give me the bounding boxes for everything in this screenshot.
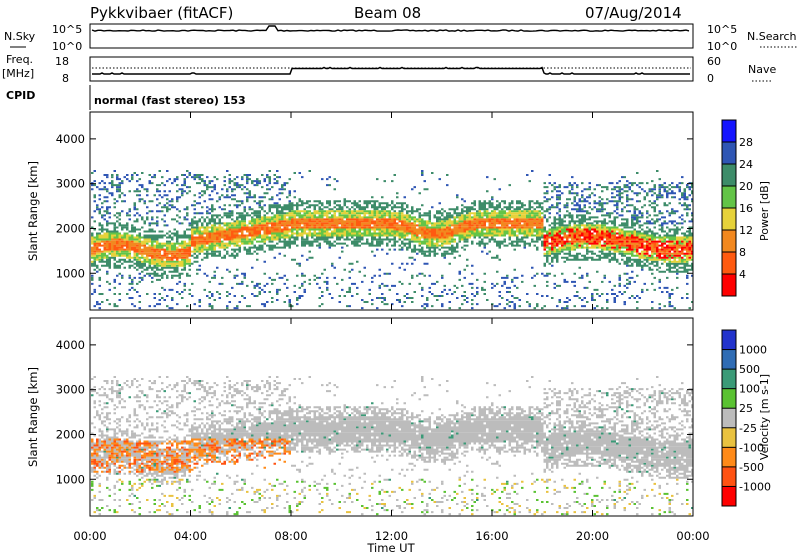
nave-top-tick: 60 xyxy=(707,55,721,68)
power-cells-7 xyxy=(543,228,694,259)
xtick-label: 16:00 xyxy=(475,529,508,543)
power-colorbar-swatch xyxy=(722,274,736,297)
power-ylabel: Slant Range [km] xyxy=(26,161,40,261)
velocity-colorbar-label: 100 xyxy=(739,383,760,396)
freq-panel xyxy=(89,56,694,82)
power-colorbar-swatch xyxy=(722,120,736,143)
velocity-colorbar-swatch xyxy=(722,330,736,351)
power-colorbar-label: 4 xyxy=(739,268,746,281)
power-ytick-label: 1000 xyxy=(56,266,85,280)
velocity-colorbar-label: Velocity [m s-1] xyxy=(758,374,771,460)
nsearch-top-tick: 10^5 xyxy=(707,23,737,36)
nsky-top-tick: 10^5 xyxy=(52,23,82,36)
velocity-colorbar-label: -25 xyxy=(739,422,757,435)
power-colorbar-label: 16 xyxy=(739,202,753,215)
velocity-heatmap xyxy=(91,376,694,516)
power-colorbar-label: 8 xyxy=(739,246,746,259)
nsky-bottom-tick: 10^0 xyxy=(52,40,82,53)
xtick-label: 00:00 xyxy=(676,529,709,543)
freq-top-tick: 18 xyxy=(55,55,69,68)
velocity-cells-6 xyxy=(91,438,291,473)
freq-trace xyxy=(92,66,690,75)
velocity-ytick-label: 3000 xyxy=(56,383,85,397)
velocity-colorbar-label: 500 xyxy=(739,363,760,376)
freq-bottom-tick: 8 xyxy=(62,72,69,85)
xtick-label: 00:00 xyxy=(73,529,106,543)
xtick-label: 12:00 xyxy=(375,529,408,543)
freq-label-1: Freq. xyxy=(6,53,33,66)
power-colorbar-label: 24 xyxy=(739,158,753,171)
power-cells-5 xyxy=(91,218,694,261)
velocity-cells-4 xyxy=(91,376,694,516)
velocity-ylabel: Slant Range [km] xyxy=(26,367,40,467)
velocity-colorbar-frame xyxy=(721,329,737,507)
radar-title: Pykkvibaer (fitACF) xyxy=(90,4,233,22)
power-colorbar-label: 20 xyxy=(739,180,753,193)
velocity-ytick-label: 4000 xyxy=(56,338,85,352)
nave-label: Nave xyxy=(748,63,776,76)
cpid-label: CPID xyxy=(6,89,35,102)
velocity-colorbar-label: -500 xyxy=(739,461,764,474)
xaxis-label: Time UT xyxy=(366,541,415,554)
velocity-colorbar-label: 1000 xyxy=(739,344,767,357)
nsearch-label: N.Search xyxy=(747,30,797,43)
velocity-colorbar-label: 25 xyxy=(739,402,753,415)
xtick-label: 08:00 xyxy=(274,529,307,543)
power-colorbar-swatch xyxy=(722,230,736,253)
velocity-colorbar-swatch xyxy=(722,447,736,468)
nsearch-bottom-tick: 10^0 xyxy=(707,40,737,53)
velocity-colorbar-swatch xyxy=(722,466,736,487)
velocity-colorbar-swatch xyxy=(722,388,736,409)
freq-label-2: [MHz] xyxy=(2,67,34,80)
nave-bottom-tick: 0 xyxy=(707,72,714,85)
velocity-colorbar-swatch xyxy=(722,349,736,370)
power-ytick-label: 3000 xyxy=(56,177,85,191)
velocity-colorbar-label: -100 xyxy=(739,441,764,454)
power-cells-1 xyxy=(91,170,694,310)
date-title: 07/Aug/2014 xyxy=(585,4,682,22)
nsky-label: N.Sky xyxy=(4,30,36,43)
power-colorbar-swatch xyxy=(722,252,736,275)
beam-title: Beam 08 xyxy=(354,4,421,22)
power-colorbar-swatch xyxy=(722,142,736,165)
power-colorbar-label: 12 xyxy=(739,224,753,237)
velocity-colorbar-swatch xyxy=(722,408,736,429)
power-colorbar-swatch xyxy=(722,164,736,187)
velocity-colorbar-swatch xyxy=(722,369,736,390)
power-cells-2 xyxy=(91,170,694,310)
velocity-colorbar-label: -1000 xyxy=(739,480,771,493)
power-colorbar-swatch xyxy=(722,186,736,209)
velocity-cells-7 xyxy=(91,438,289,473)
power-colorbar-label: 28 xyxy=(739,136,753,149)
velocity-ytick-label: 1000 xyxy=(56,472,85,486)
velocity-colorbar-swatch xyxy=(722,427,736,448)
power-colorbar-swatch xyxy=(722,208,736,231)
velocity-colorbar-swatch xyxy=(722,486,736,507)
power-ytick-label: 4000 xyxy=(56,132,85,146)
power-cells-6 xyxy=(93,218,694,261)
power-ytick-label: 2000 xyxy=(56,221,85,235)
nsky-trace xyxy=(91,25,690,32)
xtick-label: 04:00 xyxy=(174,529,207,543)
power-heatmap xyxy=(91,170,694,310)
xtick-label: 20:00 xyxy=(576,529,609,543)
velocity-ytick-label: 2000 xyxy=(56,427,85,441)
cpid-text: normal (fast stereo) 153 xyxy=(94,94,246,107)
power-cells-4 xyxy=(91,210,694,267)
power-colorbar-label: Power [dB] xyxy=(758,181,771,241)
nsky-panel xyxy=(89,23,694,49)
